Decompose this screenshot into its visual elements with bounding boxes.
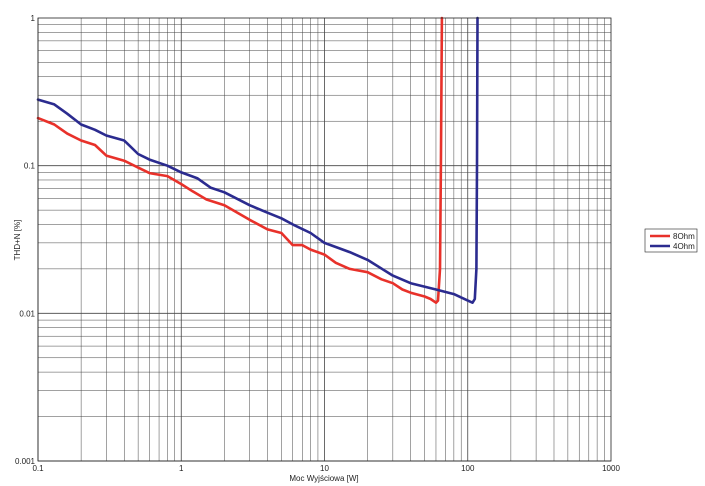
y-tick-labels: 0.001 0.01 0.1 1 — [15, 14, 36, 466]
legend: 8Ohm 4Ohm — [644, 228, 698, 253]
legend-label-8ohm: 8Ohm — [673, 232, 695, 241]
x-tick-labels: 0.1 1 10 100 1000 — [32, 464, 620, 473]
grid — [37, 18, 611, 462]
series-group — [36, 16, 479, 304]
x-tick-label: 10 — [320, 464, 329, 473]
legend-label-4ohm: 4Ohm — [673, 242, 695, 251]
plot-frame — [37, 17, 612, 462]
x-tick-label: 0.1 — [32, 464, 44, 473]
y-tick-label: 0.01 — [19, 309, 35, 318]
y-tick-label: 0.001 — [15, 457, 36, 466]
y-tick-label: 1 — [31, 14, 36, 23]
x-tick-label: 1000 — [602, 464, 620, 473]
x-tick-label: 1 — [179, 464, 184, 473]
series-line-4ohm — [36, 16, 479, 304]
y-tick-label: 0.1 — [24, 162, 36, 171]
x-axis-label: Moc Wyjściowa [W] — [289, 474, 358, 483]
x-tick-label: 100 — [461, 464, 475, 473]
series-line-8ohm — [36, 16, 444, 304]
y-axis-label: THD+N [%] — [13, 220, 22, 261]
